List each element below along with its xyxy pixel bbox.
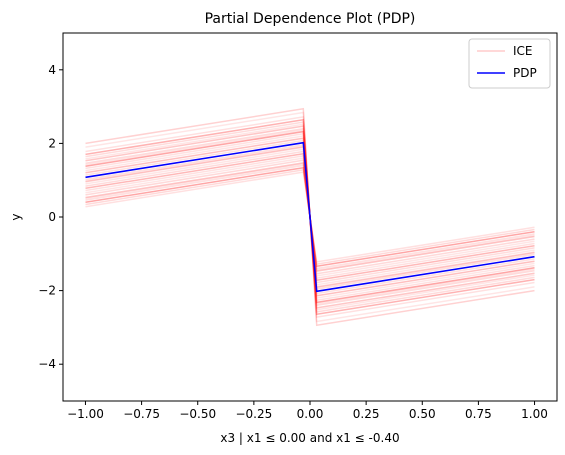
- y-tick-label: 4: [48, 63, 56, 77]
- legend-pdp-label: PDP: [513, 66, 537, 80]
- legend-box: [468, 38, 551, 89]
- pdp-series: [85, 141, 535, 293]
- x-tick-label: −0.75: [123, 407, 160, 421]
- x-axis-ticks: −1.00 −0.75 −0.50 −0.25 0.00 0.25 0.50 0.75 1.00: [67, 401, 548, 421]
- y-axis-label: y: [9, 213, 23, 220]
- x-tick-label: −0.25: [235, 407, 272, 421]
- legend-ice-label: ICE: [513, 44, 533, 58]
- y-tick-label: 2: [48, 136, 56, 150]
- y-axis-ticks: −4 −2 0 2 4: [38, 63, 63, 371]
- chart-title: Partial Dependence Plot (PDP): [205, 11, 416, 27]
- y-tick-label: 0: [48, 210, 56, 224]
- x-tick-label: 1.00: [521, 407, 548, 421]
- y-tick-label: −2: [38, 284, 56, 298]
- x-tick-label: −1.00: [67, 407, 104, 421]
- x-tick-label: 0.75: [465, 407, 492, 421]
- x-tick-label: 0.00: [297, 407, 324, 421]
- pdp-line: [85, 141, 535, 293]
- y-tick-label: −4: [38, 357, 56, 371]
- x-tick-label: −0.50: [179, 407, 216, 421]
- legend: ICE PDP: [468, 38, 551, 89]
- x-tick-label: 0.25: [353, 407, 380, 421]
- x-axis-label: x3 | x1 ≤ 0.00 and x1 ≤ -0.40: [220, 431, 399, 445]
- x-tick-label: 0.50: [409, 407, 436, 421]
